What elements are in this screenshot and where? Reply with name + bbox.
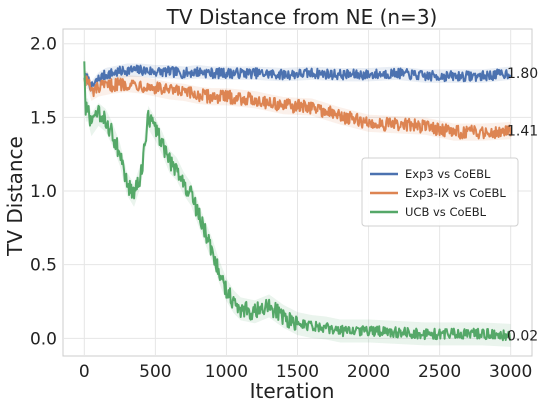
y-tick-label-1: 0.5 xyxy=(30,256,57,276)
x-tick-label-3: 1500 xyxy=(276,362,319,382)
legend-label-3: UCB vs CoEBL xyxy=(405,205,487,219)
x-tick-label-5: 2500 xyxy=(418,362,461,382)
y-tick-label-3: 1.5 xyxy=(30,108,57,128)
legend-label-2: Exp3-IX vs CoEBL xyxy=(405,186,506,200)
y-tick-label-0: 0.0 xyxy=(30,329,57,349)
x-tick-label-6: 3000 xyxy=(489,362,532,382)
line-series-1 xyxy=(83,64,512,92)
x-tick-label-1: 500 xyxy=(139,362,171,382)
y-axis-label: TV Distance xyxy=(3,136,27,257)
x-axis-label: Iteration xyxy=(250,379,335,403)
tick-labels: 0 500 1000 1500 2000 2500 3000 0.0 0.5 1.0 1.5 2.0 xyxy=(30,35,532,382)
legend-label-1: Exp3 vs CoEBL xyxy=(405,167,491,181)
final-label-series-2: 1.41 xyxy=(507,124,538,140)
series-lines xyxy=(83,61,512,342)
y-tick-label-2: 1.0 xyxy=(30,182,57,202)
legend-box xyxy=(361,157,519,227)
final-label-series-1: 1.80 xyxy=(507,66,538,82)
x-tick-label-0: 0 xyxy=(79,362,90,382)
legend: Exp3 vs CoEBL Exp3-IX vs CoEBL UCB vs CoEB… xyxy=(361,157,519,227)
x-tick-label-4: 2000 xyxy=(347,362,390,382)
x-tick-label-2: 1000 xyxy=(205,362,248,382)
line-series-2 xyxy=(83,75,512,140)
final-value-labels: 1.80 1.41 0.02 xyxy=(507,66,538,344)
final-label-series-3: 0.02 xyxy=(507,328,538,344)
chart-title: TV Distance from NE (n=3) xyxy=(166,5,438,29)
line-series-3 xyxy=(83,61,512,342)
y-tick-label-4: 2.0 xyxy=(30,35,57,55)
